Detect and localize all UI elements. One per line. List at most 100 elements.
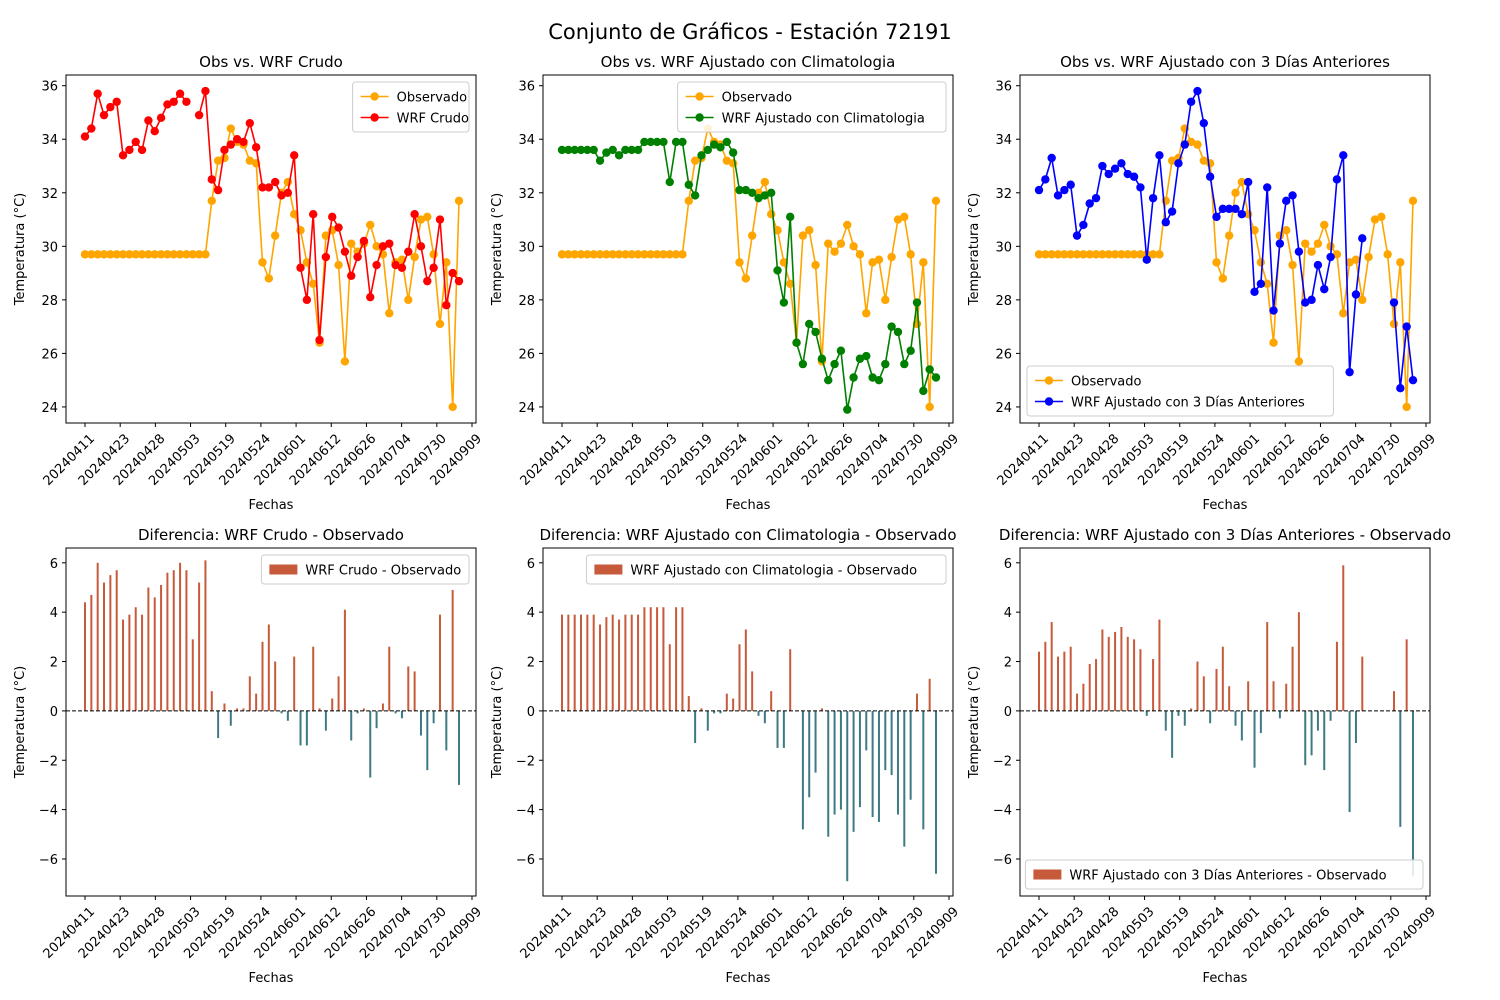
data-point-observed bbox=[678, 250, 687, 259]
data-point-wrf_3d bbox=[1301, 298, 1310, 307]
data-point-wrf_3d bbox=[1205, 172, 1215, 181]
bar bbox=[153, 597, 156, 711]
data-point-observed bbox=[557, 250, 567, 259]
data-point-wrf_3d bbox=[1079, 220, 1088, 230]
data-point-observed bbox=[1326, 242, 1335, 251]
data-point-wrf_clim bbox=[786, 212, 795, 222]
bar bbox=[820, 708, 823, 711]
bar bbox=[1285, 683, 1288, 711]
data-point-wrf_clim bbox=[690, 191, 700, 200]
bar bbox=[236, 708, 239, 711]
data-point-observed bbox=[245, 156, 255, 165]
data-point-observed bbox=[1098, 250, 1107, 259]
data-point-wrf_3d bbox=[1351, 290, 1361, 299]
data-point-wrf_crudo bbox=[99, 110, 109, 120]
bar bbox=[751, 671, 754, 711]
data-point-observed bbox=[1377, 212, 1386, 222]
bar bbox=[1253, 710, 1256, 768]
y-axis-label: Temperatura (°C) bbox=[490, 666, 505, 779]
data-point-wrf_3d bbox=[1396, 384, 1405, 393]
data-point-wrf_crudo bbox=[207, 175, 216, 184]
bar bbox=[172, 570, 175, 711]
x-axis-label: Fechas bbox=[1203, 971, 1248, 986]
data-point-observed bbox=[1186, 137, 1196, 147]
bar bbox=[451, 589, 454, 711]
bar bbox=[776, 710, 779, 748]
legend-label: WRF Crudo - Observado bbox=[305, 564, 461, 579]
bar bbox=[814, 710, 817, 773]
y-tick-label: 4 bbox=[1004, 606, 1012, 621]
data-point-wrf_clim bbox=[583, 145, 592, 155]
data-point-observed bbox=[125, 250, 134, 259]
data-point-wrf_3d bbox=[1313, 260, 1323, 270]
legend-swatch-marker bbox=[1044, 376, 1054, 385]
y-tick-label: 26 bbox=[41, 347, 58, 362]
y-tick-label: 0 bbox=[1004, 705, 1012, 720]
data-point-observed bbox=[874, 255, 884, 264]
data-point-observed bbox=[652, 250, 662, 259]
chart-title: Obs vs. WRF Crudo bbox=[199, 53, 343, 71]
bar bbox=[267, 624, 270, 711]
data-point-observed bbox=[175, 250, 185, 259]
data-point-wrf_crudo bbox=[423, 276, 432, 286]
data-point-wrf_3d bbox=[1047, 153, 1056, 163]
data-point-wrf_3d bbox=[1041, 175, 1050, 184]
data-point-wrf_crudo bbox=[429, 263, 438, 272]
bar bbox=[160, 585, 163, 711]
data-point-observed bbox=[1053, 250, 1063, 259]
bar bbox=[586, 614, 589, 711]
chart-title: Obs vs. WRF Ajustado con 3 Días Anterior… bbox=[1060, 53, 1390, 71]
bar bbox=[630, 614, 633, 711]
bar bbox=[865, 710, 868, 751]
y-tick-label: 2 bbox=[50, 656, 58, 671]
data-point-wrf_clim bbox=[830, 359, 839, 369]
y-axis-label: Temperatura (°C) bbox=[13, 666, 28, 779]
legend-box bbox=[1026, 365, 1334, 417]
bar bbox=[350, 710, 353, 741]
data-point-observed bbox=[1047, 250, 1056, 259]
data-point-wrf_clim bbox=[760, 191, 770, 200]
data-point-wrf_3d bbox=[1243, 177, 1253, 187]
bar bbox=[675, 607, 678, 711]
data-point-wrf_clim bbox=[728, 148, 738, 157]
bar bbox=[573, 614, 576, 711]
data-point-observed bbox=[633, 250, 643, 259]
bar bbox=[858, 710, 861, 808]
legend-box bbox=[677, 81, 947, 133]
data-point-wrf_clim bbox=[836, 346, 846, 355]
data-point-observed bbox=[264, 274, 274, 283]
data-point-wrf_3d bbox=[1275, 239, 1285, 248]
y-tick-label: 34 bbox=[995, 133, 1012, 148]
y-tick-label: 28 bbox=[518, 294, 535, 309]
bar bbox=[890, 710, 893, 776]
bar bbox=[185, 570, 188, 711]
bar bbox=[261, 641, 264, 711]
data-point-wrf_3d bbox=[1034, 185, 1044, 195]
bar bbox=[1114, 631, 1117, 711]
bar bbox=[700, 708, 703, 711]
data-point-wrf_3d bbox=[1269, 306, 1278, 315]
bar bbox=[561, 614, 563, 711]
legend-label: Observado bbox=[1071, 375, 1142, 390]
data-point-observed bbox=[786, 279, 795, 288]
legend-swatch bbox=[594, 564, 623, 575]
legend: Observado WRF Ajustado con 3 Días Anterio… bbox=[1026, 365, 1334, 417]
bar bbox=[713, 710, 716, 714]
bar bbox=[694, 710, 697, 743]
data-point-wrf_crudo bbox=[150, 127, 159, 136]
data-point-observed bbox=[1364, 252, 1373, 262]
data-point-observed bbox=[1034, 250, 1044, 259]
data-point-observed bbox=[404, 295, 413, 305]
data-point-wrf_clim bbox=[633, 145, 643, 155]
data-point-observed bbox=[1148, 250, 1158, 259]
data-point-observed bbox=[760, 177, 770, 187]
bar bbox=[331, 698, 334, 711]
y-tick-label: 34 bbox=[41, 133, 58, 148]
data-point-wrf_crudo bbox=[163, 100, 172, 109]
bar bbox=[706, 710, 709, 731]
data-point-wrf_crudo bbox=[448, 268, 457, 278]
data-point-wrf_3d bbox=[1263, 183, 1272, 192]
bar bbox=[128, 614, 131, 711]
data-point-observed bbox=[1313, 239, 1323, 248]
data-point-observed bbox=[347, 239, 356, 248]
